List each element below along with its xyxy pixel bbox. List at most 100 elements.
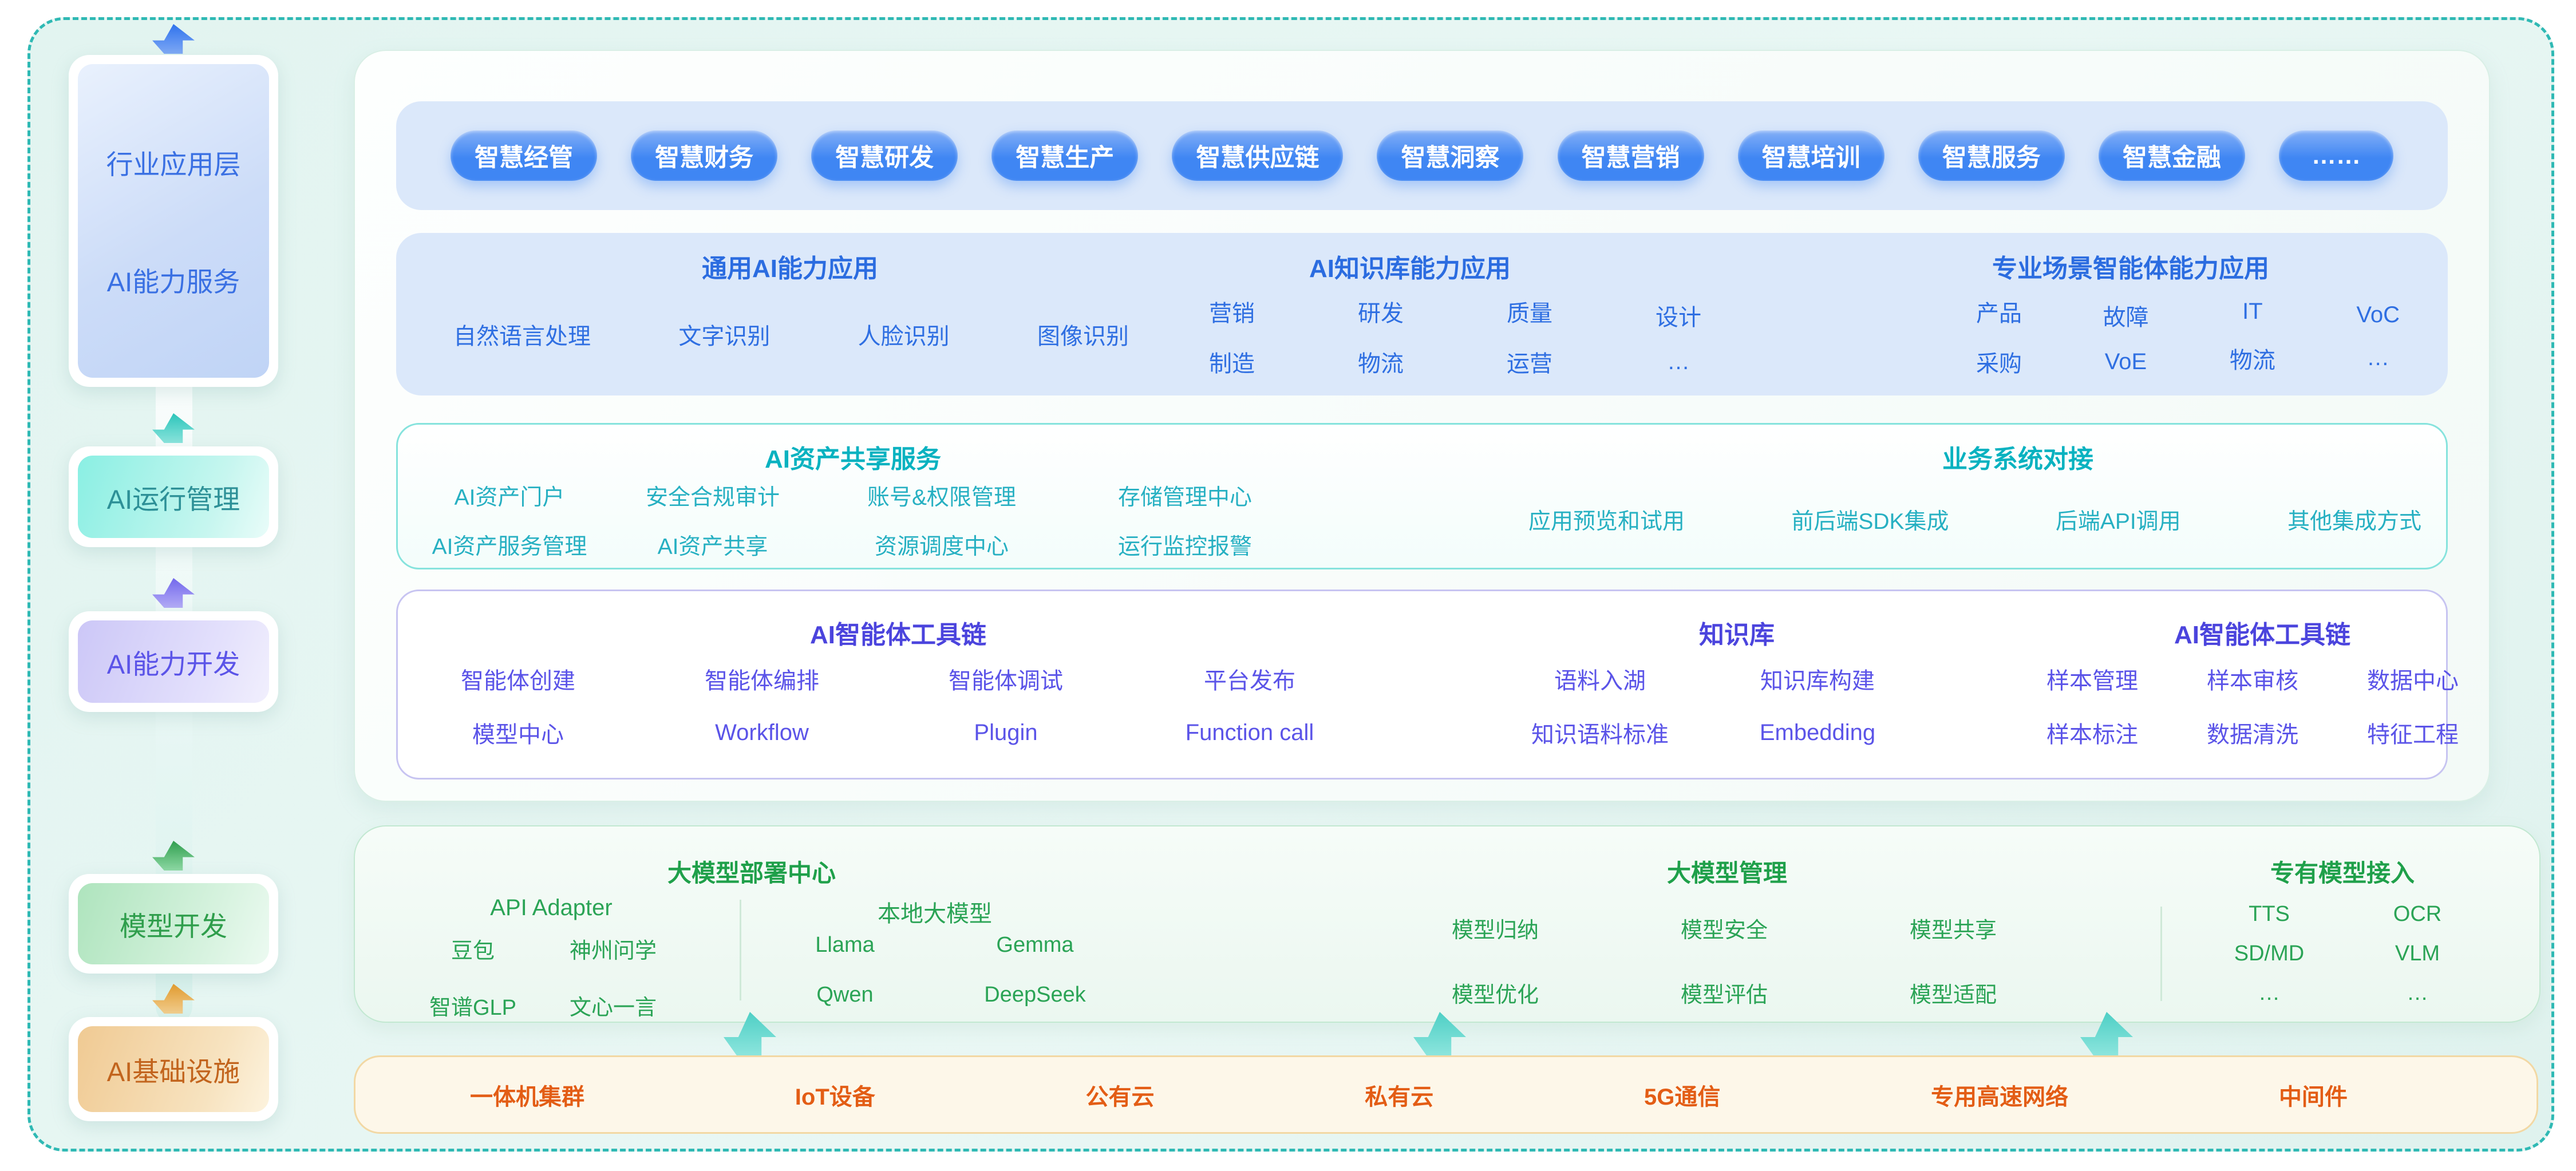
scenario-pill: 智慧金融: [2098, 130, 2245, 181]
model-item: 豆包: [451, 939, 495, 963]
knowledge-base-grid: 语料入湖 知识库构建 知识语料标准 Embedding: [1508, 662, 1909, 749]
general-ai-items: 自然语言处理 文字识别 人脸识别 图像识别: [453, 318, 1129, 351]
section-title-data-toolchain: AI智能体工具链: [2174, 621, 2350, 649]
data-toolchain-grid: 样本管理 样本审核 数据中心 样本标注 数据清洗 特征工程: [2024, 662, 2482, 749]
tool-item: Workflow: [715, 719, 809, 745]
model-item: 神州问学: [569, 939, 657, 963]
tool-item: 样本管理: [2046, 668, 2138, 694]
infrastructure-bar: 一体机集群 IoT设备 公有云 私有云 5G通信 专用高速网络 中间件: [354, 1055, 2538, 1134]
service-item: 应用预览和试用: [1528, 509, 1685, 534]
knowledge-ai-columns: 营销 制造 研发 物流 质量 运营 设计 …: [1209, 295, 1701, 378]
sidebar-label: 行业应用层: [106, 149, 241, 180]
sidebar-label: AI基础设施: [106, 1056, 240, 1087]
service-item: 后端API调用: [2055, 509, 2181, 534]
model-item: Qwen: [816, 983, 874, 1007]
api-adapter-grid: 豆包 神州问学 智谱GLP 文心一言: [410, 933, 676, 1021]
section-title-model-management: 大模型管理: [1666, 860, 1788, 887]
ai-operation-box: AI资产共享服务 AI资产门户 安全合规审计 账号&权限管理 存储管理中心 AI…: [396, 423, 2448, 569]
section-title-proprietary-models: 专有模型接入: [2270, 860, 2415, 887]
capability-item: 采购: [1976, 351, 2022, 377]
subtitle-local-models: 本地大模型: [878, 901, 992, 927]
item-column: 质量 运营: [1507, 295, 1552, 378]
scenario-pill: 智慧生产: [991, 130, 1139, 181]
model-item: DeepSeek: [984, 983, 1086, 1007]
capability-item: 人脸识别: [858, 324, 950, 349]
model-development-panel: 大模型部署中心 API Adapter 豆包 神州问学 智谱GLP 文心一言 本…: [354, 825, 2541, 1023]
sidebar-layer-ai-development: AI能力开发: [69, 611, 278, 712]
capability-item: 设计: [1656, 304, 1701, 330]
capability-item: 营销: [1209, 301, 1255, 326]
scenario-pill: 智慧供应链: [1172, 130, 1344, 181]
asset-share-grid: AI资产门户 安全合规审计 账号&权限管理 存储管理中心 AI资产服务管理 AI…: [415, 480, 1308, 561]
tool-item: 知识语料标准: [1531, 722, 1669, 747]
capability-item: VoC: [2356, 302, 2400, 327]
scene-agent-columns: 产品 采购 故障 VoE IT 物流 VoC …: [1976, 295, 2400, 378]
smart-scenario-pills-row: 智慧经管 智慧财务 智慧研发 智慧生产 智慧供应链 智慧洞察 智慧营销 智慧培训…: [396, 101, 2448, 210]
tool-item: 智能体创建: [461, 668, 575, 694]
capability-item: …: [1667, 349, 1690, 374]
tool-item: 样本标注: [2046, 722, 2138, 747]
capability-item: 质量: [1507, 301, 1552, 326]
tool-item: 智能体编排: [705, 668, 819, 694]
capability-item: 自然语言处理: [453, 324, 591, 349]
service-item: AI资产门户: [454, 485, 565, 510]
model-item: Llama: [815, 933, 875, 957]
model-item: 模型共享: [1909, 919, 1997, 943]
tool-item: 样本审核: [2207, 668, 2298, 694]
scenario-pill: 智慧洞察: [1377, 130, 1524, 181]
item-column: 故障 VoE: [2103, 299, 2148, 375]
scenario-pill-ellipsis: ……: [2278, 130, 2393, 181]
model-item: 模型适配: [1909, 983, 1997, 1007]
tool-item: 智能体调试: [949, 668, 1063, 694]
section-title-general-ai: 通用AI能力应用: [702, 255, 878, 283]
item-column: VoC …: [2356, 302, 2400, 371]
ai-applications-band: 通用AI能力应用 自然语言处理 文字识别 人脸识别 图像识别 AI知识库能力应用…: [396, 233, 2448, 395]
model-item: VLM: [2395, 941, 2440, 966]
section-title-deploy-center: 大模型部署中心: [667, 860, 836, 887]
model-item-ellipsis: …: [2407, 981, 2428, 1005]
model-item: TTS: [2249, 902, 2290, 926]
scenario-pill: 智慧培训: [1737, 130, 1884, 181]
service-item: 存储管理中心: [1117, 485, 1252, 510]
sidebar-layer-ai-operation: AI运行管理: [69, 446, 278, 547]
tool-item: 数据清洗: [2207, 722, 2298, 747]
service-item: 资源调度中心: [874, 535, 1009, 559]
tool-item: Embedding: [1759, 719, 1876, 745]
sidebar-label: 模型开发: [120, 911, 227, 941]
scenario-pill: 智慧经管: [451, 130, 597, 181]
agent-toolchain-grid: 智能体创建 智能体编排 智能体调试 平台发布 模型中心 Workflow Plu…: [432, 662, 1336, 749]
model-item: 智谱GLP: [429, 996, 517, 1020]
capability-item: 故障: [2103, 304, 2149, 330]
capability-item: 图像识别: [1037, 324, 1129, 349]
infra-item: 专用高速网络: [1931, 1084, 2069, 1110]
model-item-ellipsis: …: [2258, 981, 2280, 1005]
infra-item: IoT设备: [795, 1084, 875, 1110]
model-item: 模型评估: [1680, 983, 1768, 1007]
sidebar-label: AI能力服务: [106, 267, 240, 298]
capability-item: 文字识别: [678, 324, 771, 349]
sidebar-label: AI能力开发: [106, 648, 240, 679]
item-column: IT 物流: [2230, 299, 2275, 375]
capability-item: IT: [2242, 298, 2263, 324]
application-capability-panel: 智慧经管 智慧财务 智慧研发 智慧生产 智慧供应链 智慧洞察 智慧营销 智慧培训…: [354, 50, 2490, 802]
tool-item: 数据中心: [2367, 668, 2459, 694]
model-item: SD/MD: [2234, 941, 2305, 966]
service-item: 运行监控报警: [1117, 535, 1252, 559]
scenario-pill: 智慧服务: [1918, 130, 2065, 181]
sidebar-label: AI运行管理: [106, 484, 240, 515]
model-item: 模型归纳: [1451, 919, 1539, 943]
tool-item: Plugin: [974, 719, 1038, 745]
infra-item: 公有云: [1085, 1084, 1155, 1110]
capability-item: 制造: [1209, 351, 1255, 377]
infra-item: 一体机集群: [470, 1084, 584, 1110]
service-item: AI资产服务管理: [432, 535, 587, 559]
ai-development-box: AI智能体工具链 智能体创建 智能体编排 智能体调试 平台发布 模型中心 Wor…: [396, 590, 2459, 780]
scenario-pill: 智慧营销: [1557, 130, 1704, 181]
item-column: 研发 物流: [1358, 295, 1404, 378]
service-item: 前后端SDK集成: [1791, 509, 1949, 534]
service-item: 安全合规审计: [645, 485, 780, 510]
section-title-agent-toolchain: AI智能体工具链: [810, 621, 986, 649]
tool-item: 特征工程: [2367, 722, 2459, 747]
section-title-knowledge-base: 知识库: [1699, 621, 1775, 649]
